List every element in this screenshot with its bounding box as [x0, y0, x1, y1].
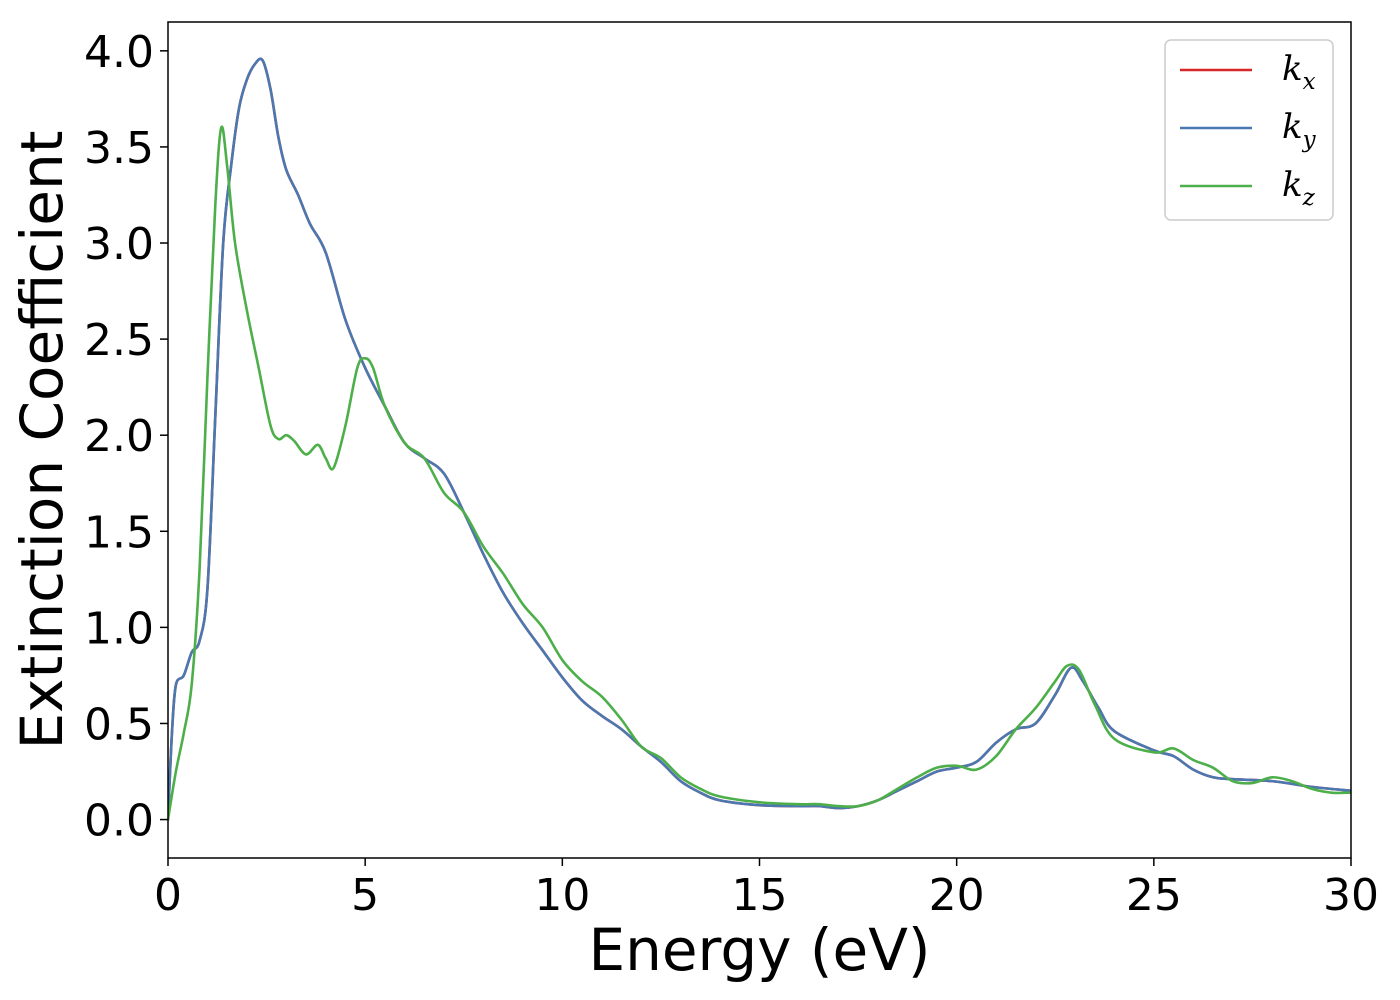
y-axis-ticks: 0.0 0.5 1.0 1.5 2.0 2.5 3.0 3.5 4.0	[84, 27, 168, 847]
x-tick-label: 10	[534, 870, 590, 921]
series-layer	[168, 57, 1351, 821]
y-tick-label: 2.5	[84, 315, 154, 366]
y-tick-label: 1.0	[84, 603, 154, 654]
series-line-k-z	[168, 125, 1351, 821]
series-line-k-y	[168, 57, 1351, 821]
y-tick-label: 3.0	[84, 219, 154, 270]
legend-label: kz	[1282, 165, 1316, 211]
legend-box	[1164, 39, 1334, 221]
legend-label: kx	[1282, 49, 1316, 95]
x-tick-label: 20	[929, 870, 985, 921]
x-tick-label: 30	[1323, 870, 1379, 921]
x-tick-label: 25	[1126, 870, 1182, 921]
y-tick-label: 2.0	[84, 411, 154, 462]
x-axis-ticks: 0 5 10 15 20 25 30	[154, 858, 1379, 921]
x-axis-title: Energy (eV)	[588, 916, 930, 984]
x-tick-label: 15	[732, 870, 788, 921]
x-tick-label: 5	[351, 870, 379, 921]
y-axis-title: Extinction Coefficient	[8, 131, 76, 750]
legend-label: ky	[1282, 107, 1317, 153]
y-tick-label: 1.5	[84, 507, 154, 558]
y-tick-label: 0.5	[84, 699, 154, 750]
y-tick-label: 0.0	[84, 796, 154, 847]
y-tick-label: 3.5	[84, 123, 154, 174]
x-tick-label: 0	[154, 870, 182, 921]
y-tick-label: 4.0	[84, 27, 154, 78]
legend: kx ky kz	[1164, 39, 1334, 221]
